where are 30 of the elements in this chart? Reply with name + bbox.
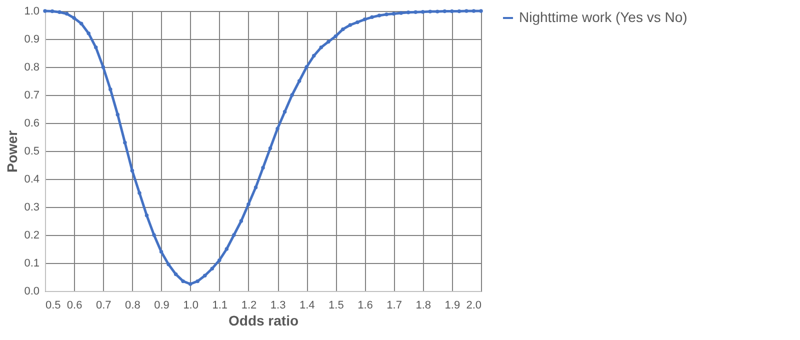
x-axis-title: Odds ratio <box>228 312 299 328</box>
y-tick-label: 0.2 <box>24 230 40 242</box>
y-tick-label: 0.3 <box>24 202 40 214</box>
y-tick-label: 0.1 <box>24 258 40 270</box>
x-tick-label: 1.3 <box>270 300 286 312</box>
x-tick-label: 0.5 <box>46 300 61 312</box>
x-tick-label: 1.2 <box>241 300 257 312</box>
y-tick-label: 0.9 <box>24 34 40 46</box>
x-tick-label: 0.7 <box>96 300 112 312</box>
y-tick-label: 1.0 <box>24 6 40 18</box>
x-tick-label: 0.6 <box>66 300 82 312</box>
legend-label: Nighttime work (Yes vs No) <box>519 9 688 25</box>
y-tick-label: 0.7 <box>24 90 40 102</box>
x-tick-label: 1.8 <box>416 300 432 312</box>
x-tick-label: 2.0 <box>466 300 482 312</box>
y-tick-label: 0.0 <box>24 286 40 298</box>
x-tick-label: 1.4 <box>299 300 315 312</box>
x-tick-label: 1.6 <box>358 300 373 312</box>
x-tick-label: 0.9 <box>154 300 170 312</box>
y-tick-label: 0.4 <box>24 174 40 186</box>
x-tick-label: 1.1 <box>212 300 228 312</box>
y-tick-label: 0.8 <box>24 62 40 74</box>
x-tick-label: 1.5 <box>328 300 344 312</box>
y-tick-label: 0.5 <box>24 146 40 158</box>
x-tick-label: 1.0 <box>183 300 198 312</box>
x-tick-label: 1.9 <box>444 300 460 312</box>
x-tick-label: 0.8 <box>125 300 140 312</box>
y-axis-title: Power <box>4 130 20 173</box>
x-tick-label: 1.7 <box>386 300 402 312</box>
y-tick-label: 0.6 <box>24 118 40 130</box>
